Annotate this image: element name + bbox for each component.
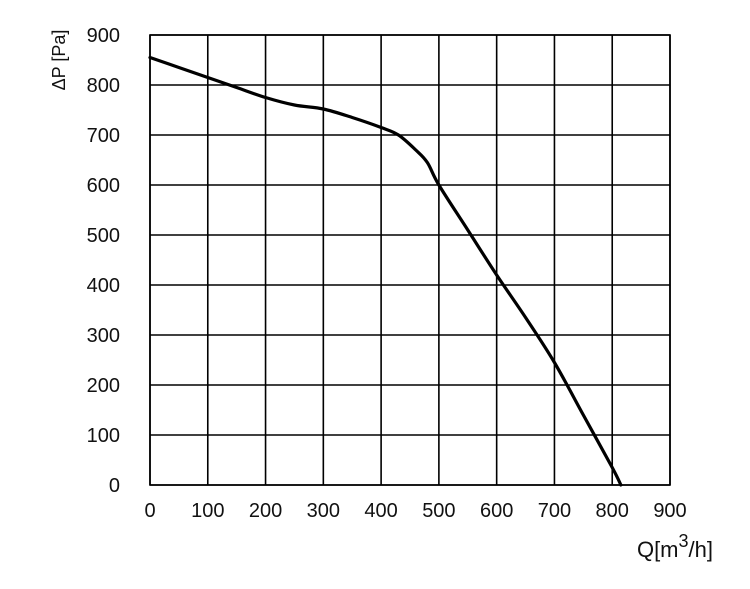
x-axis-ticks: 0 100 200 300 400 500 600 700 800 900 [144, 500, 686, 522]
y-axis-ticks: 0 100 200 300 400 500 600 700 800 900 [87, 25, 120, 497]
grid [149, 34, 671, 486]
curve-layer [148, 55, 623, 487]
x-axis-label-sup: 3 [679, 531, 689, 551]
plot-frame [149, 34, 671, 486]
y-tick-label-400: 400 [87, 275, 120, 297]
x-tick-label-0: 0 [144, 500, 155, 522]
x-tick-label-800: 800 [596, 500, 629, 522]
x-axis-label-tail: /h] [689, 537, 713, 562]
x-tick-label-900: 900 [653, 500, 686, 522]
x-tick-label-100: 100 [191, 500, 224, 522]
x-tick-label-500: 500 [422, 500, 455, 522]
x-tick-label-400: 400 [364, 500, 397, 522]
y-tick-label-700: 700 [87, 125, 120, 147]
y-tick-label-900: 900 [87, 25, 120, 47]
y-tick-label-600: 600 [87, 175, 120, 197]
y-tick-label-300: 300 [87, 325, 120, 347]
x-tick-label-600: 600 [480, 500, 513, 522]
x-axis-label-base: Q[m [637, 537, 679, 562]
pressure-flow-curve-0 [148, 55, 623, 487]
y-tick-label-800: 800 [87, 75, 120, 97]
y-tick-label-0: 0 [109, 475, 120, 497]
y-axis-label: ΔP [Pa] [49, 30, 69, 91]
x-tick-label-300: 300 [307, 500, 340, 522]
x-tick-label-200: 200 [249, 500, 282, 522]
y-tick-label-200: 200 [87, 375, 120, 397]
x-axis-label: Q[m3/h] [637, 531, 713, 562]
x-tick-label-700: 700 [538, 500, 571, 522]
y-tick-label-100: 100 [87, 425, 120, 447]
y-tick-label-500: 500 [87, 225, 120, 247]
